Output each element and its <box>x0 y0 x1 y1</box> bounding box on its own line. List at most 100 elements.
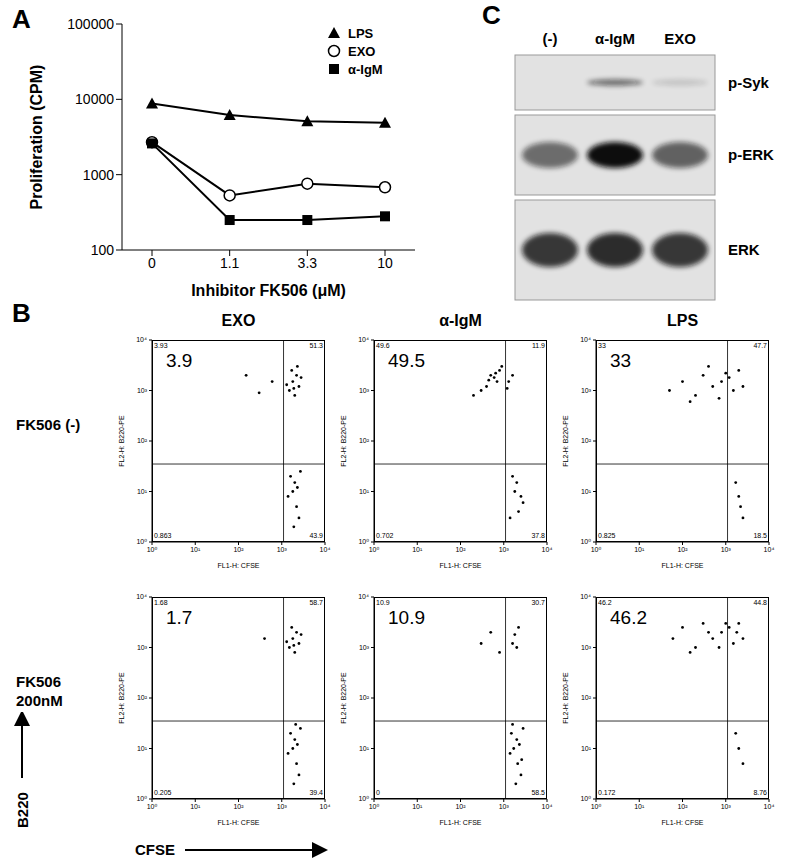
svg-text:10⁰: 10⁰ <box>358 538 369 545</box>
html-text:46.2: 46.2 <box>610 607 647 628</box>
svg-text:α-IgM: α-IgM <box>595 30 635 47</box>
svg-text:10¹: 10¹ <box>412 803 423 810</box>
svg-text:10²: 10² <box>677 546 688 553</box>
svg-text:FL2-H: B220-PE: FL2-H: B220-PE <box>340 672 347 724</box>
svg-text:10⁰: 10⁰ <box>369 546 380 553</box>
svg-text:10²: 10² <box>233 546 244 553</box>
svg-text:Inhibitor FK506 (μM): Inhibitor FK506 (μM) <box>191 282 346 299</box>
svg-text:10¹: 10¹ <box>190 546 201 553</box>
svg-text:10²: 10² <box>677 803 688 810</box>
svg-text:10⁴: 10⁴ <box>580 336 591 343</box>
svg-text:10³: 10³ <box>721 546 732 553</box>
svg-text:10⁴: 10⁴ <box>358 593 369 600</box>
svg-text:10⁰: 10⁰ <box>591 546 602 553</box>
svg-text:(-): (-) <box>543 30 558 47</box>
svg-text:10⁰: 10⁰ <box>580 795 591 802</box>
svg-text:0: 0 <box>148 255 156 271</box>
svg-text:FL2-H: B220-PE: FL2-H: B220-PE <box>118 672 125 724</box>
svg-text:10⁴: 10⁴ <box>320 803 331 810</box>
svg-text:10¹: 10¹ <box>634 546 645 553</box>
svg-text:10³: 10³ <box>137 644 148 651</box>
svg-text:FL2-H: B220-PE: FL2-H: B220-PE <box>562 672 569 724</box>
svg-text:10²: 10² <box>581 437 592 444</box>
svg-text:FL2-H: B220-PE: FL2-H: B220-PE <box>118 415 125 467</box>
svg-text:10²: 10² <box>455 803 466 810</box>
svg-text:ERK: ERK <box>728 241 760 258</box>
svg-text:100: 100 <box>91 242 115 258</box>
svg-text:10¹: 10¹ <box>137 745 148 752</box>
svg-text:FL1-H: CFSE: FL1-H: CFSE <box>661 562 703 569</box>
svg-text:10¹: 10¹ <box>137 488 148 495</box>
svg-text:10²: 10² <box>455 546 466 553</box>
svg-text:10¹: 10¹ <box>581 745 592 752</box>
svg-text:Proliferation (CPM): Proliferation (CPM) <box>28 65 45 210</box>
svg-text:10⁰: 10⁰ <box>147 803 158 810</box>
svg-text:10³: 10³ <box>581 387 592 394</box>
svg-text:10¹: 10¹ <box>581 488 592 495</box>
svg-text:10⁴: 10⁴ <box>320 546 331 553</box>
svg-text:10³: 10³ <box>277 546 288 553</box>
svg-text:10²: 10² <box>137 694 148 701</box>
svg-text:1000: 1000 <box>83 167 114 183</box>
svg-text:10³: 10³ <box>499 546 510 553</box>
svg-text:FL1-H: CFSE: FL1-H: CFSE <box>217 562 259 569</box>
svg-text:10³: 10³ <box>359 644 370 651</box>
svg-text:FL2-H: B220-PE: FL2-H: B220-PE <box>562 415 569 467</box>
svg-text:10⁴: 10⁴ <box>542 546 553 553</box>
svg-text:FL1-H: CFSE: FL1-H: CFSE <box>661 819 703 826</box>
svg-text:10¹: 10¹ <box>359 745 370 752</box>
svg-text:C: C <box>482 0 501 30</box>
svg-text:10⁰: 10⁰ <box>136 538 147 545</box>
svg-text:10¹: 10¹ <box>359 488 370 495</box>
svg-text:10²: 10² <box>359 694 370 701</box>
svg-text:FL1-H: CFSE: FL1-H: CFSE <box>439 819 481 826</box>
svg-text:10²: 10² <box>233 803 244 810</box>
svg-text:100000: 100000 <box>67 16 114 32</box>
svg-text:3.3: 3.3 <box>298 255 318 271</box>
svg-text:10⁴: 10⁴ <box>136 336 147 343</box>
svg-text:10⁴: 10⁴ <box>542 803 553 810</box>
svg-text:10³: 10³ <box>359 387 370 394</box>
svg-text:10¹: 10¹ <box>190 803 201 810</box>
svg-text:10⁴: 10⁴ <box>136 593 147 600</box>
svg-text:10²: 10² <box>137 437 148 444</box>
svg-text:10⁰: 10⁰ <box>580 538 591 545</box>
svg-text:10⁰: 10⁰ <box>136 795 147 802</box>
svg-text:FL2-H: B220-PE: FL2-H: B220-PE <box>340 415 347 467</box>
svg-text:FL1-H: CFSE: FL1-H: CFSE <box>217 819 259 826</box>
svg-text:10: 10 <box>377 255 393 271</box>
svg-text:p-ERK: p-ERK <box>728 146 774 163</box>
svg-text:1.1: 1.1 <box>220 255 240 271</box>
svg-text:10³: 10³ <box>499 803 510 810</box>
html-text:B: B <box>12 298 31 328</box>
svg-text:10²: 10² <box>359 437 370 444</box>
html-text:1.7: 1.7 <box>166 607 193 628</box>
svg-text:10⁴: 10⁴ <box>358 336 369 343</box>
svg-text:10⁴: 10⁴ <box>764 546 775 553</box>
svg-text:10⁰: 10⁰ <box>369 803 380 810</box>
svg-text:10¹: 10¹ <box>634 803 645 810</box>
svg-text:10³: 10³ <box>581 644 592 651</box>
svg-text:10⁰: 10⁰ <box>358 795 369 802</box>
svg-text:p-Syk: p-Syk <box>728 74 770 91</box>
svg-text:10⁰: 10⁰ <box>147 546 158 553</box>
svg-text:10⁴: 10⁴ <box>580 593 591 600</box>
svg-text:10³: 10³ <box>137 387 148 394</box>
svg-text:10000: 10000 <box>75 91 114 107</box>
svg-text:10¹: 10¹ <box>412 546 423 553</box>
svg-text:CFSE: CFSE <box>135 841 175 858</box>
svg-text:10²: 10² <box>581 694 592 701</box>
html-text:EXO: EXO <box>221 312 256 329</box>
svg-text:10⁴: 10⁴ <box>764 803 775 810</box>
svg-text:10³: 10³ <box>721 803 732 810</box>
svg-text:B220: B220 <box>14 792 31 828</box>
html-text:10.9: 10.9 <box>388 607 425 628</box>
svg-text:10⁰: 10⁰ <box>591 803 602 810</box>
svg-text:10³: 10³ <box>277 803 288 810</box>
svg-text:EXO: EXO <box>664 30 696 47</box>
svg-text:FL1-H: CFSE: FL1-H: CFSE <box>439 562 481 569</box>
html-text:33: 33 <box>610 350 632 371</box>
html-text:49.5: 49.5 <box>388 350 425 371</box>
html-text:A: A <box>12 4 31 34</box>
html-text:3.9: 3.9 <box>166 350 193 371</box>
